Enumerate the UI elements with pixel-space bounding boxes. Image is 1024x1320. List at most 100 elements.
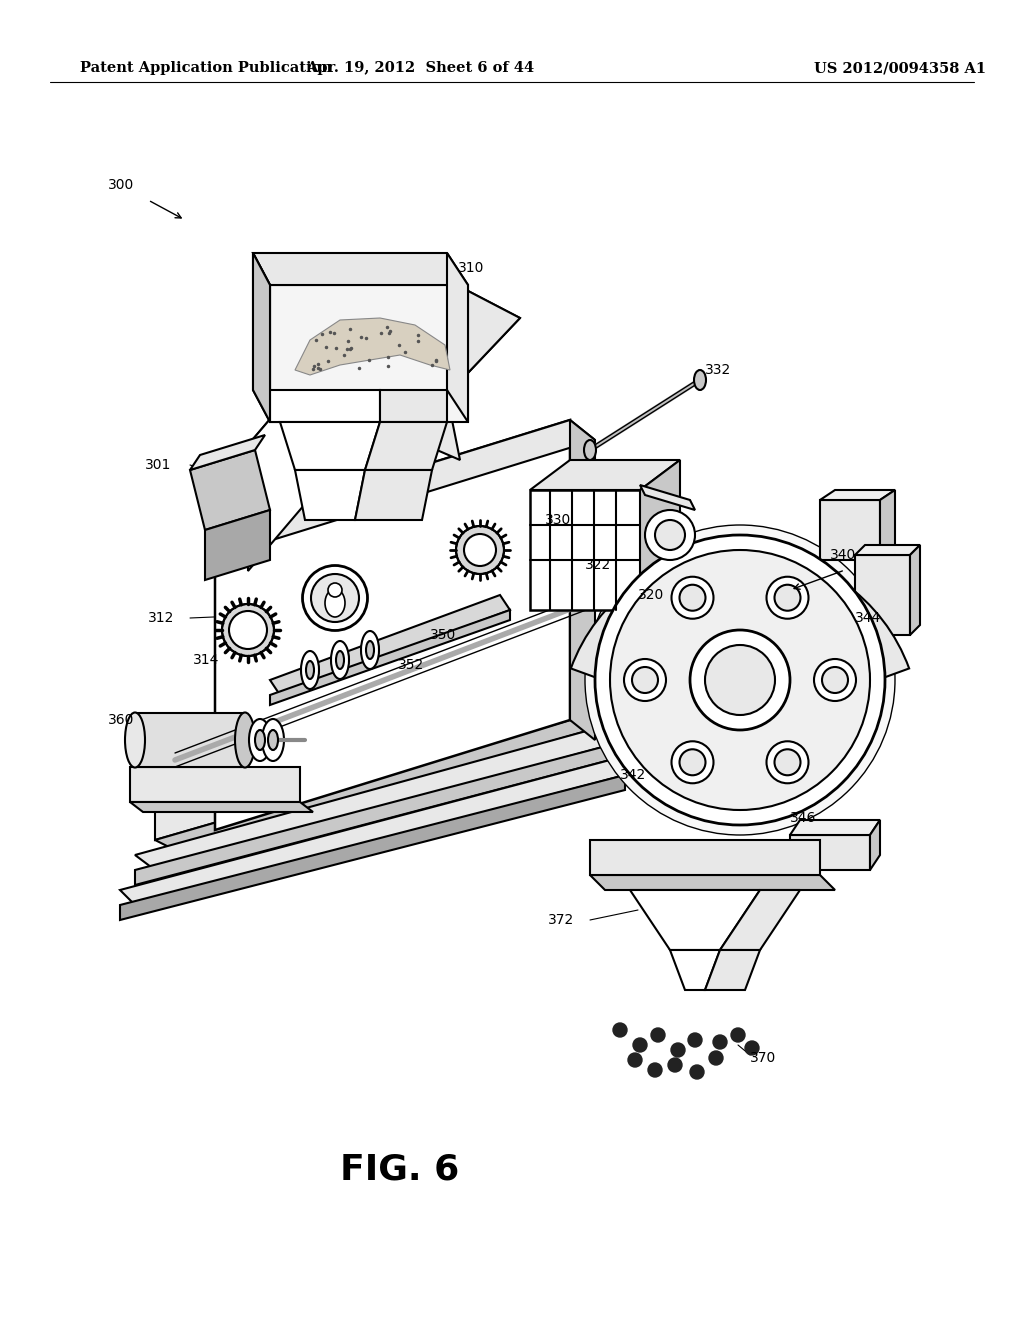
Text: 312: 312 [148,611,174,624]
Polygon shape [590,840,820,875]
Text: 340: 340 [830,548,856,562]
Ellipse shape [464,535,496,566]
Ellipse shape [632,667,658,693]
Polygon shape [215,420,595,550]
Ellipse shape [325,589,345,616]
Ellipse shape [672,742,714,783]
Ellipse shape [302,565,368,631]
Text: Apr. 19, 2012  Sheet 6 of 44: Apr. 19, 2012 Sheet 6 of 44 [306,61,535,75]
Polygon shape [205,510,270,579]
Ellipse shape [361,631,379,669]
Polygon shape [190,436,265,470]
Polygon shape [248,358,322,572]
Text: 330: 330 [545,513,571,527]
Polygon shape [155,680,570,840]
Polygon shape [790,820,880,836]
Ellipse shape [822,667,848,693]
Polygon shape [373,358,460,459]
Ellipse shape [255,730,265,750]
Text: 360: 360 [108,713,134,727]
Polygon shape [790,836,870,870]
Wedge shape [570,550,909,730]
Polygon shape [670,950,720,990]
Text: 342: 342 [620,768,646,781]
Text: 301: 301 [145,458,171,473]
Polygon shape [590,875,835,890]
Ellipse shape [328,583,342,597]
Ellipse shape [311,574,359,622]
Ellipse shape [249,719,271,762]
Circle shape [651,1028,665,1041]
Polygon shape [820,490,895,500]
Polygon shape [253,253,468,285]
Text: 322: 322 [585,558,611,572]
Ellipse shape [268,730,278,750]
Ellipse shape [456,525,504,574]
Ellipse shape [814,659,856,701]
Polygon shape [630,890,760,950]
Ellipse shape [624,659,666,701]
Polygon shape [135,730,610,870]
Polygon shape [570,420,595,741]
Ellipse shape [774,750,801,775]
Ellipse shape [301,651,319,689]
Circle shape [648,1063,662,1077]
Polygon shape [870,820,880,870]
Circle shape [633,1038,647,1052]
Circle shape [688,1034,702,1047]
Polygon shape [248,358,447,484]
Polygon shape [855,554,910,635]
Polygon shape [280,422,380,470]
Polygon shape [190,450,270,531]
Polygon shape [215,420,570,830]
Ellipse shape [366,642,374,659]
Circle shape [731,1028,745,1041]
Text: US 2012/0094358 A1: US 2012/0094358 A1 [814,61,986,75]
Polygon shape [270,285,468,422]
Circle shape [709,1051,723,1065]
Polygon shape [380,389,447,422]
Ellipse shape [262,719,284,762]
Polygon shape [705,950,760,990]
Polygon shape [270,595,510,696]
Text: 332: 332 [705,363,731,378]
Polygon shape [253,253,270,422]
Polygon shape [640,484,695,510]
Polygon shape [155,719,590,850]
Ellipse shape [680,585,706,611]
Ellipse shape [306,661,314,678]
Ellipse shape [767,577,809,619]
Ellipse shape [645,510,695,560]
Polygon shape [295,318,450,375]
Text: 372: 372 [548,913,574,927]
Ellipse shape [595,535,885,825]
Ellipse shape [234,713,255,767]
Ellipse shape [336,651,344,669]
Ellipse shape [774,585,801,611]
Polygon shape [130,767,300,803]
Text: 350: 350 [430,628,457,642]
Text: 320: 320 [638,587,665,602]
Text: Patent Application Publication: Patent Application Publication [80,61,332,75]
Polygon shape [130,803,313,812]
Text: 344: 344 [855,611,882,624]
Circle shape [613,1023,627,1038]
Ellipse shape [694,370,706,389]
Polygon shape [855,545,920,554]
Polygon shape [322,280,520,395]
Ellipse shape [655,520,685,550]
Ellipse shape [585,525,895,836]
Polygon shape [135,713,245,767]
Text: 352: 352 [398,657,424,672]
Ellipse shape [767,742,809,783]
Circle shape [668,1059,682,1072]
Text: 314: 314 [193,653,219,667]
Ellipse shape [610,550,870,810]
Ellipse shape [690,630,790,730]
Ellipse shape [680,750,706,775]
Polygon shape [910,545,920,635]
Circle shape [745,1041,759,1055]
Text: 346: 346 [790,810,816,825]
Circle shape [690,1065,705,1078]
Ellipse shape [229,611,267,649]
